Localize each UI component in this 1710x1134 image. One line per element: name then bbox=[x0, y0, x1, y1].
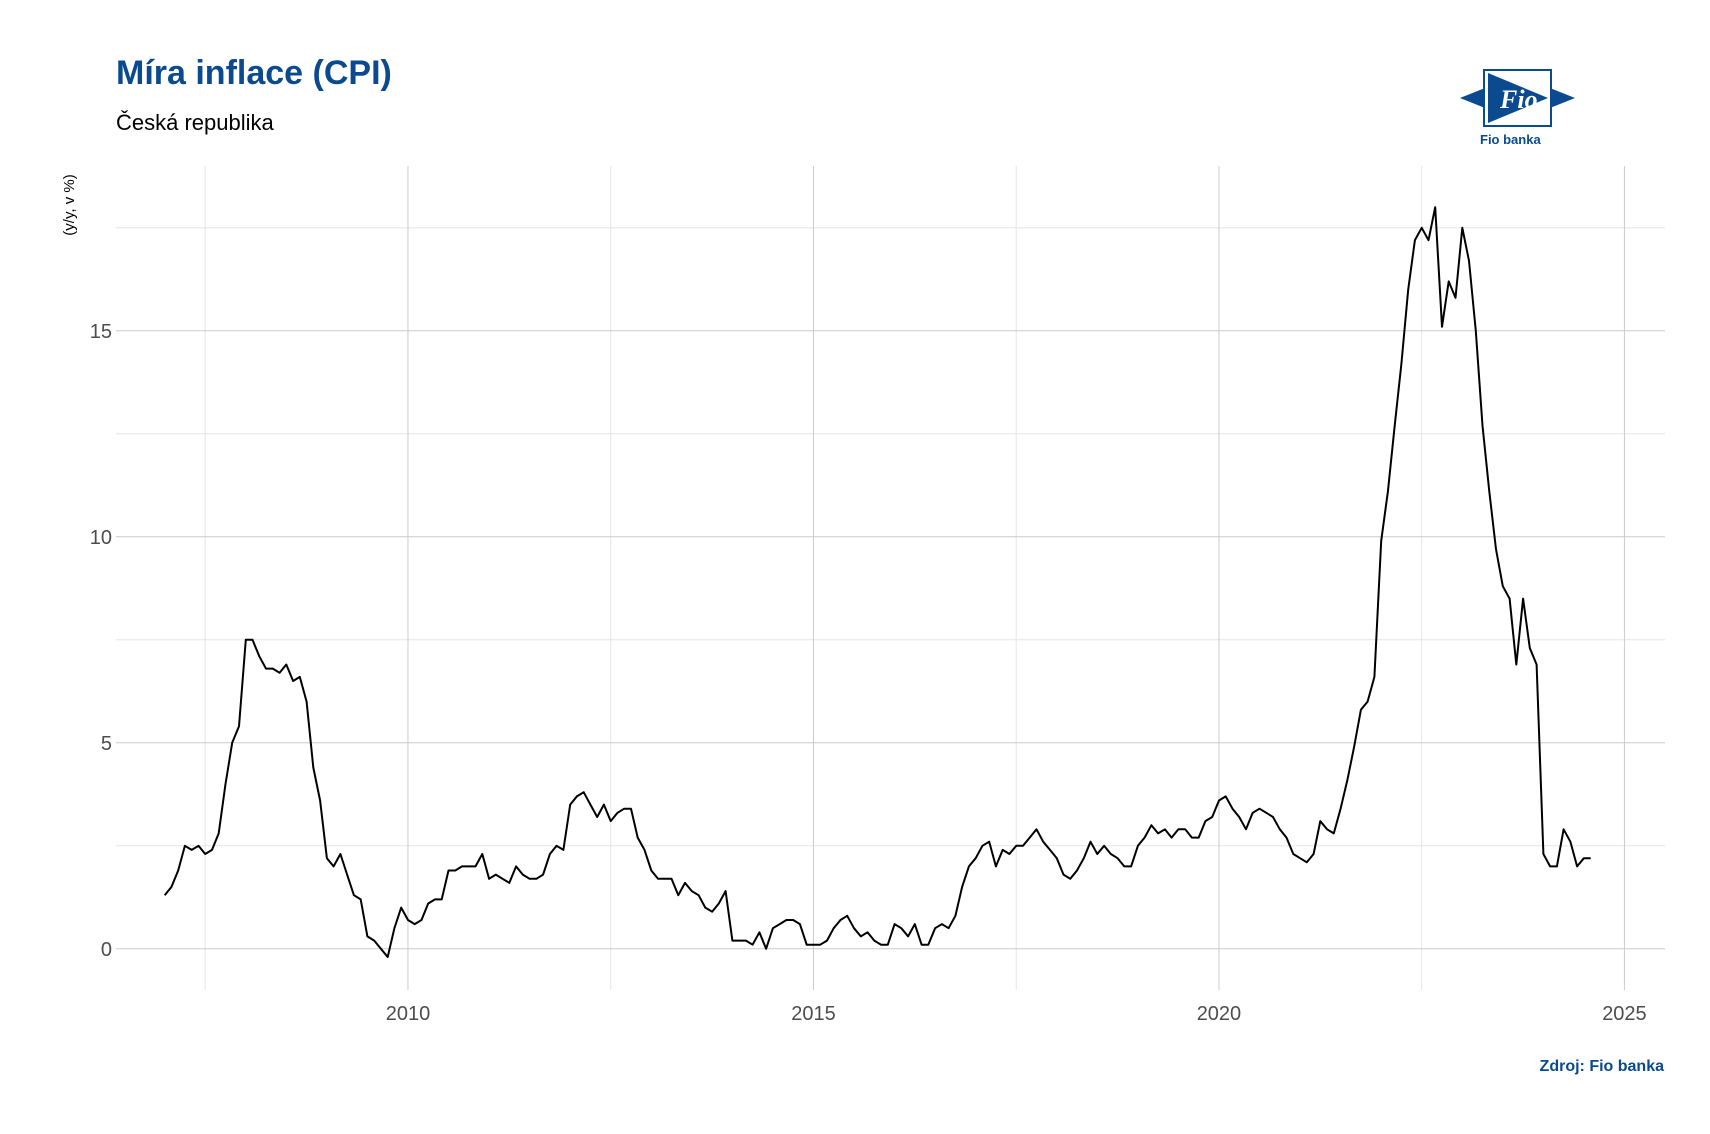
logo-mark-text: Fio bbox=[1499, 85, 1538, 114]
x-tick-label: 2020 bbox=[1197, 1003, 1242, 1025]
y-tick-label: 15 bbox=[90, 321, 112, 343]
y-tick-label: 0 bbox=[101, 939, 112, 961]
fio-banka-logo-icon: Fio bbox=[1460, 69, 1575, 127]
grid-major-lines bbox=[116, 166, 1665, 990]
x-tick-label: 2025 bbox=[1602, 1003, 1647, 1025]
y-axis-label: (y/y, v %) bbox=[61, 174, 78, 235]
logo-brand-text: Fio banka bbox=[1480, 132, 1541, 147]
grid-minor-lines bbox=[116, 166, 1665, 990]
series-line bbox=[163, 206, 1591, 958]
source-note: Zdroj: Fio banka bbox=[1539, 1058, 1664, 1075]
chart-title: Míra inflace (CPI) bbox=[116, 54, 392, 92]
y-tick-label: 10 bbox=[90, 527, 112, 549]
x-tick-label: 2010 bbox=[386, 1003, 431, 1025]
x-axis-ticks: 2010 2015 2020 2025 bbox=[386, 1003, 1647, 1025]
y-tick-label: 5 bbox=[101, 733, 112, 755]
x-tick-label: 2015 bbox=[791, 1003, 836, 1025]
chart-subtitle: Česká republika bbox=[116, 110, 274, 135]
y-axis-ticks: 0 5 10 15 bbox=[90, 321, 112, 961]
